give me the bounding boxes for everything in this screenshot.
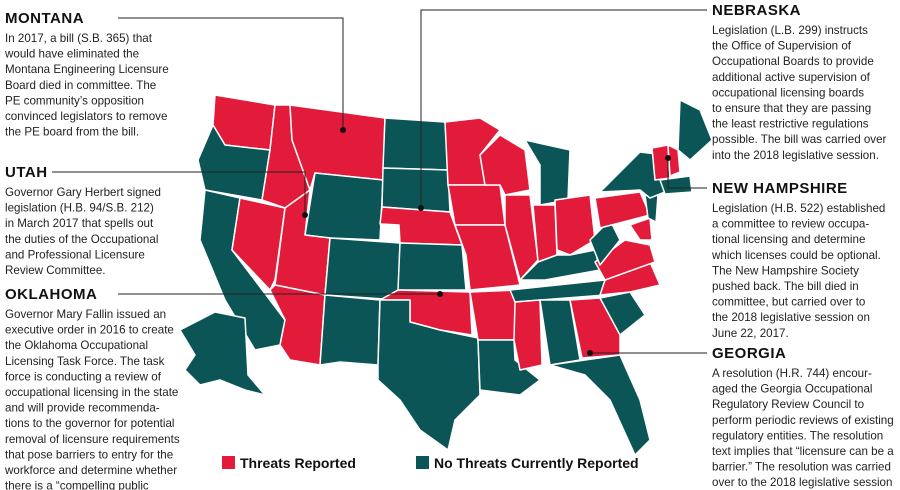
annotation-text: the Oklahoma Occupational [5, 339, 148, 352]
legend-swatch [222, 456, 235, 469]
annotation-text: additional active supervision of [712, 71, 871, 84]
annotation-text: workforce and determine whether [4, 464, 177, 477]
annotation-text: Board died in committee. The [5, 79, 156, 92]
legend: Threats Reported No Threats Currently Rep… [222, 455, 639, 471]
annotation-text: Governor Gary Herbert signed [5, 186, 161, 199]
annotation-text: Legislation (L.B. 299) instructs [712, 24, 868, 37]
annotation-title: GEORGIA [712, 345, 786, 362]
annotation-text: executive order in 2016 to create [5, 324, 174, 337]
annotation-text: in March 2017 that spells out [5, 217, 154, 230]
legend-swatch [416, 456, 429, 469]
annotation-text: to ensure that they are passing [712, 102, 871, 115]
annotation-text: removal of licensure requirements [5, 433, 180, 446]
annotation-text: Legislation (H.B. 522) established [712, 202, 885, 215]
annotation-text: over to the 2018 legislative session [712, 476, 892, 489]
annotation-text: Montana Engineering Licensure [5, 63, 169, 76]
annotation-text: there is a “compelling public [5, 480, 149, 490]
annotation-title: NEBRASKA [712, 2, 801, 19]
annotation-text: In 2017, a bill (S.B. 365) that [5, 32, 153, 45]
annotation-text: the PE board from the bill. [5, 126, 139, 139]
annotation-title: OKLAHOMA [5, 286, 97, 303]
annotation-title: MONTANA [5, 10, 84, 27]
annotation-text: tional licensing and determine [712, 233, 865, 246]
annotation-text: Governor Mary Fallin issued an [5, 308, 166, 321]
annotations: MONTANA In 2017, a bill (S.B. 365) that wo… [4, 2, 894, 490]
annotation-text: and will provide recommenda- [5, 402, 160, 415]
annotation-text: that pose barriers to entry for the [5, 448, 173, 461]
legend-label: Threats Reported [240, 455, 356, 471]
annotation-title: UTAH [5, 164, 48, 181]
annotation-text: the 2018 legislative session on [712, 311, 870, 324]
legend-label: No Threats Currently Reported [434, 455, 639, 471]
annotation-text: occupational licensing boards [712, 86, 864, 99]
annotation-text: aged the Georgia Occupational [712, 383, 873, 396]
annotation-text: regulatory entities. The resolution [712, 429, 883, 442]
us-map [179, 94, 713, 456]
annotation-text: into the 2018 legislative session. [712, 149, 879, 162]
annotation-text: Regulatory Review Council to [712, 398, 864, 411]
annotation-text: Licensing Task Force. The task [5, 355, 165, 368]
annotation-text: convinced legislators to remove [5, 110, 167, 123]
annotation-text: which licenses could be optional. [711, 249, 881, 262]
annotation-text: The New Hampshire Society [712, 264, 859, 277]
annotation-text: occupational licensing in the state [5, 386, 178, 399]
annotation-text: committee, but carried over to [712, 296, 865, 309]
annotation-text: A resolution (H.R. 744) encour- [712, 367, 872, 380]
annotation-text: legislation (H.B. 94/S.B. 212) [5, 202, 154, 215]
annotation-text: perform periodic reviews of existing [712, 414, 894, 427]
annotation-text: the duties of the Occupational [5, 233, 158, 246]
annotation-text: would have eliminated the [4, 48, 139, 61]
annotation-text: barrier.” The resolution was carried [712, 461, 891, 474]
annotation-text: a committee to review occupa- [712, 218, 869, 231]
annotation-text: Occupational Boards to provide [712, 55, 874, 68]
annotation-title: NEW HAMPSHIRE [712, 180, 848, 197]
annotation-text: force is conducting a review of [5, 370, 162, 383]
annotation-text: Review Committee. [5, 264, 106, 277]
annotation-text: tions to the governor for potential [5, 417, 175, 430]
annotation-text: the least restrictive regulations [712, 118, 869, 131]
annotation-text: possible. The bill was carried over [712, 133, 887, 146]
annotation-text: PE community’s opposition [5, 94, 144, 107]
annotation-text: text implies that “licensure can be a [712, 445, 894, 458]
annotation-text: pushed back. The bill died in [712, 280, 859, 293]
annotation-text: June 22, 2017. [712, 327, 789, 340]
annotation-text: the Office of Supervision of [712, 40, 852, 53]
annotation-text: and Professional Licensure [5, 248, 145, 261]
leader-lines [52, 9, 707, 356]
